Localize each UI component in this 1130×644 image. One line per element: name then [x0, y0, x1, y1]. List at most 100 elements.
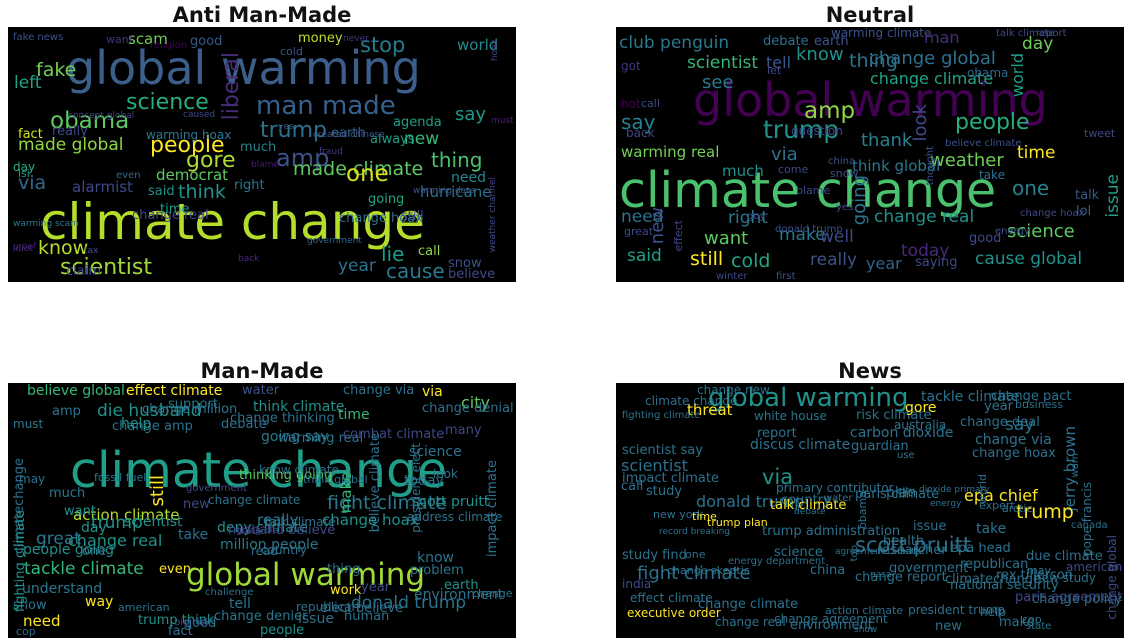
- cloud-word: challenge: [205, 587, 254, 598]
- cloud-word: say: [455, 104, 487, 125]
- cloud-word: thing: [327, 562, 361, 577]
- cloud-word: blame: [796, 184, 831, 197]
- cloud-word: blame: [251, 160, 280, 170]
- cloud-word: debate: [763, 34, 809, 49]
- cloud-word: call: [621, 479, 644, 494]
- cloud-word: combat climate: [343, 427, 445, 442]
- cloud-word: said: [627, 246, 662, 266]
- cloud-word: science: [126, 90, 209, 115]
- cloud-word: government: [307, 236, 362, 246]
- cloud-word: going say: [261, 429, 329, 445]
- cloud-word: executive order: [627, 606, 721, 620]
- cloud-word: one: [1012, 176, 1050, 200]
- cloud-word: health: [883, 534, 925, 549]
- cloud-word: arctic: [1002, 502, 1033, 515]
- cloud-word: amp: [276, 144, 330, 172]
- cloud-word: threat: [687, 401, 733, 419]
- cloud-word: study: [646, 484, 683, 499]
- cloud-word: warming real: [621, 143, 720, 161]
- cloud-word: energy: [930, 499, 962, 509]
- cloud-word: time: [1017, 143, 1056, 163]
- cloud-word: people going: [23, 542, 115, 558]
- cloud-word: american: [118, 601, 170, 614]
- cloud-word: nasa: [870, 570, 892, 580]
- cloud-word: know climate: [259, 463, 339, 477]
- cloud-word: water: [824, 493, 853, 504]
- cloud-word: warming climate: [831, 27, 932, 40]
- word-cloud: global warming climate change man made scie…: [8, 27, 516, 282]
- cloud-word: new york: [653, 508, 704, 521]
- cloud-word: effect climate: [126, 383, 223, 399]
- cloud-word: lie: [381, 242, 405, 266]
- cloud-word: primary contributor: [776, 481, 894, 495]
- cloud-word: great: [36, 529, 81, 549]
- cloud-word: support: [168, 397, 218, 412]
- cloud-word: climate change: [645, 394, 738, 408]
- cloud-word: elect believe: [320, 601, 404, 616]
- cloud-word: got: [621, 59, 641, 73]
- cloud-word: world: [457, 36, 499, 54]
- cloud-word: know: [417, 550, 454, 566]
- cloud-word: make: [999, 615, 1035, 630]
- cloud-word: still: [690, 248, 724, 270]
- cloud-word: saying: [915, 255, 958, 270]
- cloud-word: gore: [905, 400, 937, 416]
- cloud-word: year: [338, 256, 376, 276]
- cloud-word: climatechange: [945, 572, 1041, 587]
- cloud-word: researcher: [877, 543, 947, 558]
- cloud-word: look: [910, 104, 931, 142]
- cloud-word: stop: [360, 33, 406, 57]
- cloud-word: much: [240, 140, 277, 155]
- cloud-word: warming real: [278, 431, 364, 446]
- cloud-word: talk climate: [265, 515, 336, 529]
- cloud-word: fight climate: [327, 492, 447, 514]
- cloud-word: use: [897, 450, 915, 461]
- cloud-word: club penguin: [619, 33, 730, 53]
- cloud-word: change hoax: [339, 211, 423, 226]
- cloud-word: change real: [874, 207, 975, 227]
- cloud-word: change global: [869, 48, 996, 69]
- cloud-word: thought: [925, 146, 936, 186]
- cloud-word: agreement climate: [835, 547, 921, 557]
- cloud-word: take: [976, 521, 1007, 537]
- cloud-word: know: [38, 237, 89, 259]
- cloud-word: change policy: [1032, 592, 1123, 607]
- cloud-word: scientist: [124, 514, 183, 530]
- cloud-word: tell: [766, 53, 792, 72]
- cloud-word: made climate: [293, 158, 424, 180]
- cloud-word: need: [451, 170, 486, 186]
- cloud-word: china: [828, 156, 856, 167]
- cloud-word: man made: [256, 91, 396, 121]
- cloud-word: one: [685, 548, 706, 561]
- cloud-word: energy: [995, 226, 1030, 237]
- cloud-word: concept global: [68, 111, 135, 121]
- cloud-word: city: [897, 486, 916, 497]
- word-cloud: climate change global warming threat white …: [616, 383, 1124, 638]
- cloud-word: much: [722, 162, 764, 180]
- cloud-word: thing: [431, 148, 483, 172]
- cloud-word: fraud: [319, 147, 343, 157]
- cloud-word: science: [1007, 221, 1075, 242]
- cloud-word: think climate: [253, 399, 345, 415]
- cloud-word: water: [242, 383, 280, 398]
- cloud-word: cold: [280, 45, 303, 58]
- cloud-word: year: [866, 254, 902, 273]
- cloud-word: cold: [731, 250, 771, 272]
- cloud-word: tackle climate: [921, 389, 1020, 405]
- cloud-word: left: [14, 73, 42, 93]
- panel-title: Neutral: [825, 3, 915, 27]
- cloud-word: going: [849, 175, 870, 226]
- cloud-word: issue: [913, 519, 947, 534]
- cloud-word: donald trump: [351, 593, 467, 613]
- cloud-word: way: [85, 594, 114, 610]
- cloud-word: impact climate: [622, 471, 719, 486]
- cloud-word: must: [491, 116, 514, 126]
- cloud-word: need: [23, 612, 61, 630]
- cloud-word: city: [461, 393, 490, 412]
- cloud-word: cause global: [975, 249, 1083, 269]
- cloud-word: state: [1026, 621, 1052, 632]
- cloud-word: scott pruitt: [412, 494, 490, 510]
- cloud-word: amp: [804, 98, 856, 124]
- cloud-word: scientist: [621, 456, 688, 475]
- cloud-word: tax: [84, 246, 99, 256]
